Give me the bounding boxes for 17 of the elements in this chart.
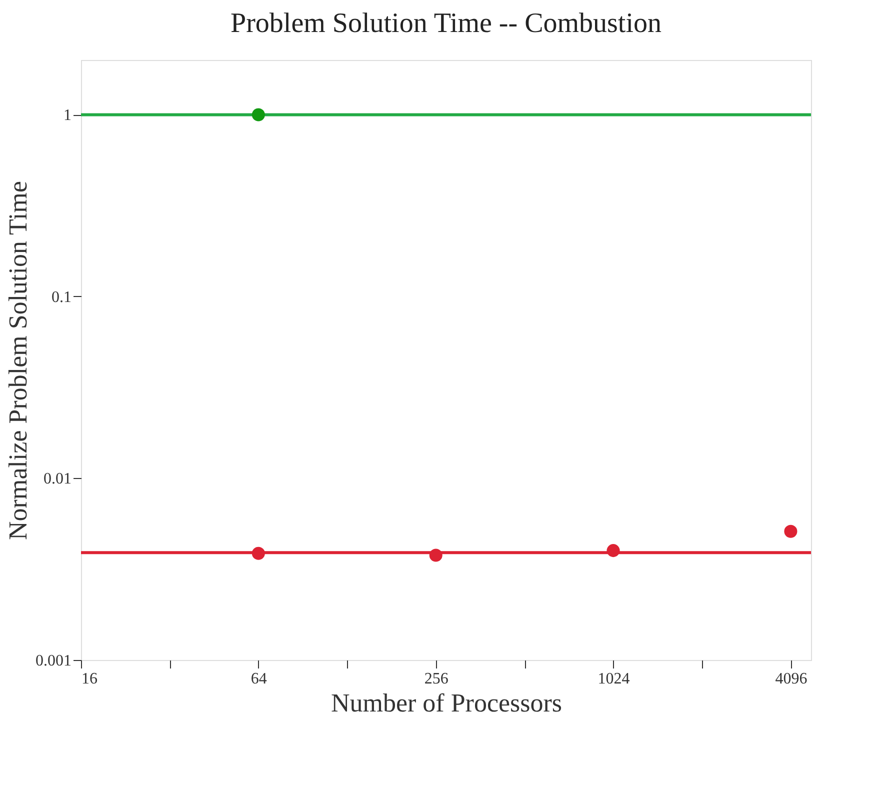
point [784,524,798,538]
point [252,108,265,122]
x-tick-label: 4096 [775,670,808,688]
x-tick-label: 16 [82,670,98,688]
y-axis-title: Normalize Problem Solution Time [4,181,32,540]
point [429,548,442,562]
x-tick-label: 256 [424,670,448,688]
y-tick-label: 0.01 [44,470,72,488]
chart-title: Problem Solution Time -- Combustion [230,8,662,39]
x-tick-label: 1024 [598,670,630,688]
point [252,546,265,560]
y-tick-label: 1 [64,107,72,124]
y-tick-label: 0.001 [36,652,72,670]
x-tick-label: 64 [250,670,267,688]
y-tick-label: 0.1 [52,288,72,306]
x-axis-title: Number of Processors [330,688,562,718]
point [606,544,620,558]
